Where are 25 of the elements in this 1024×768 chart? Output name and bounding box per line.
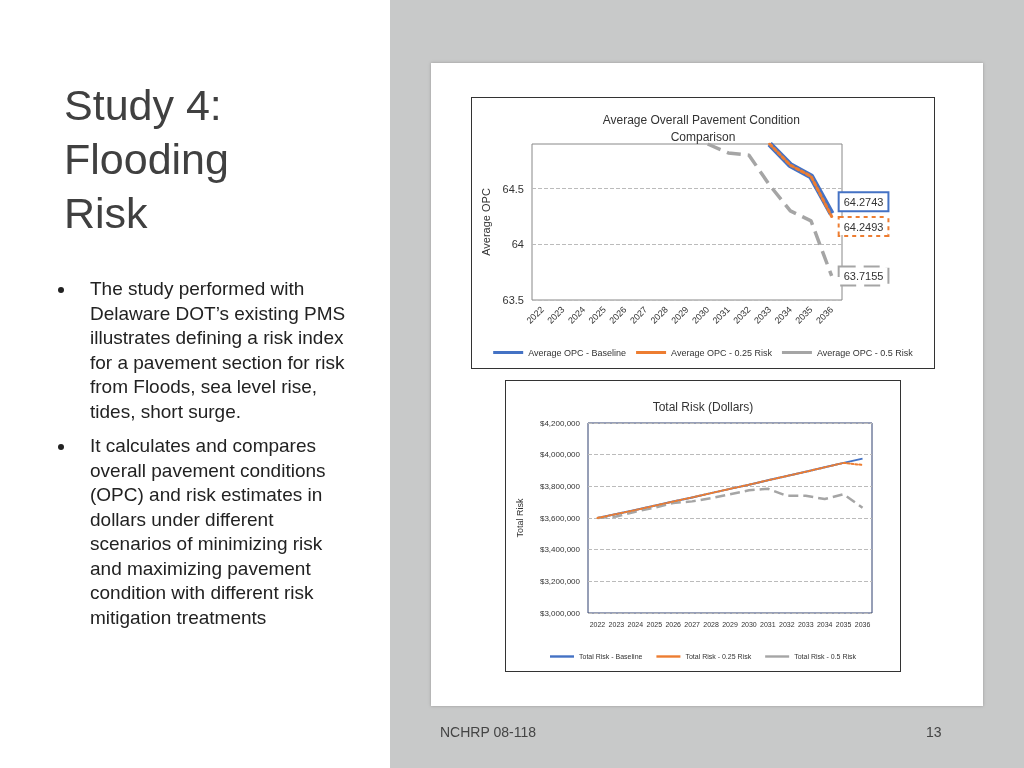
chart-title: Average Overall Pavement Condition Comparison: [602, 112, 804, 144]
y-tick-label: $3,800,000: [539, 481, 581, 491]
y-axis-title: Total Risk: [514, 498, 525, 538]
text: It calculates and compares overall pavement conditions (OPC) and risk estimates in dollars under different scenarios of minimizing risk and maximizing pavement condition with different risk mitigation treatments: [90, 434, 327, 630]
legend-label: Average OPC - 0.25 Risk: [671, 347, 773, 358]
y-tick-label: $4,200,000: [539, 418, 581, 428]
y-tick-label: $3,600,000: [539, 513, 581, 523]
y-axis-title: Average OPC: [480, 188, 493, 256]
text: NCHRP 08-118: [440, 724, 536, 740]
y-tick-label: $3,000,000: [539, 608, 581, 618]
text: 13: [926, 724, 942, 740]
legend-label: Average OPC - Baseline: [528, 347, 627, 358]
y-tick-label: $3,200,000: [539, 576, 581, 586]
y-tick-label: 64.5: [502, 182, 524, 195]
chart-title: Total Risk (Dollars): [652, 399, 754, 414]
data-label: 64.2743: [843, 195, 884, 208]
text: Study 4: Flooding Risk: [64, 80, 230, 239]
y-tick-label: $4,000,000: [539, 450, 581, 460]
legend-label: Average OPC - 0.5 Risk: [816, 347, 914, 358]
data-label: 64.2493: [843, 220, 884, 233]
y-tick-label: 63.5: [502, 294, 524, 306]
data-label: 63.7155: [843, 269, 884, 282]
y-tick-label: 64: [511, 238, 524, 251]
text: The study performed with Delaware DOT’s existing PMS illustrates defining a risk index for a pavement section for risk from Floods, sea level rise, tides, short surge.: [90, 277, 346, 424]
y-tick-label: $3,400,000: [539, 545, 581, 555]
